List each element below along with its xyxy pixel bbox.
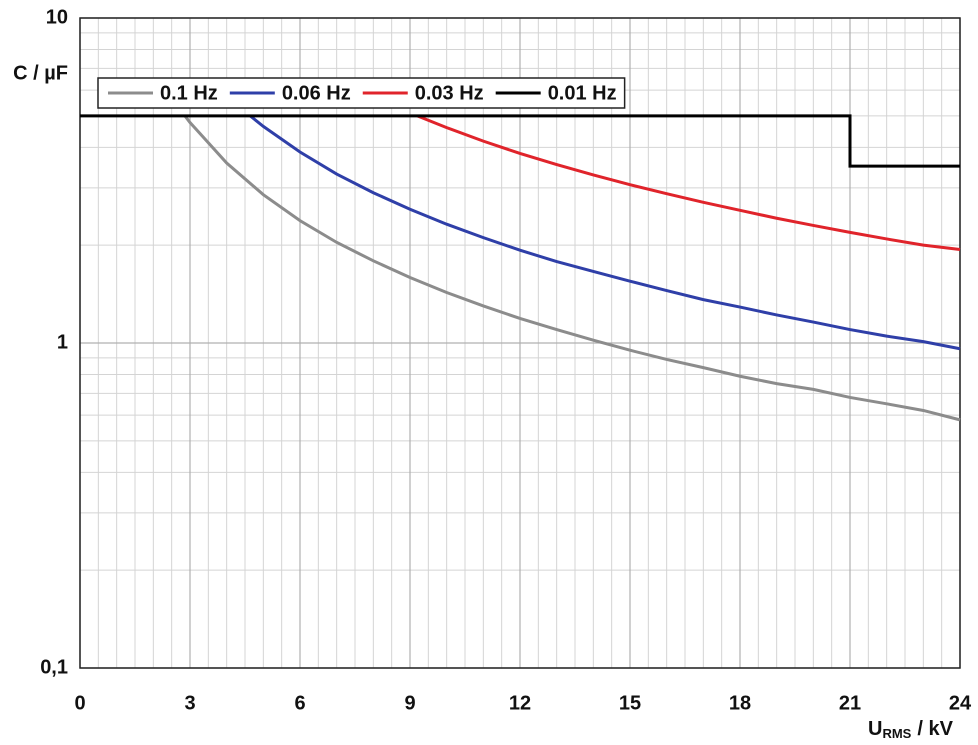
legend-label: 0.1 Hz: [160, 82, 218, 104]
line: [416, 114, 961, 251]
legend: 0.1 Hz 0.06 Hz 0.03 Hz 0.01 Hz: [97, 77, 626, 109]
y-tick-label: 0,1: [40, 656, 68, 678]
x-tick-label: 3: [184, 692, 195, 714]
x-tick-label: 12: [509, 692, 531, 714]
line: [249, 114, 961, 351]
legend-label: 0.06 Hz: [282, 82, 351, 104]
x-axis-label-main: U: [868, 718, 882, 740]
x-axis-label-sub: RMS: [882, 726, 911, 741]
x-tick-label: 15: [619, 692, 641, 714]
y-axis-label: C / µF: [13, 62, 68, 84]
y-tick-label: 1: [57, 331, 68, 353]
x-tick-label: 9: [404, 692, 415, 714]
y-tick-label: 10: [46, 6, 68, 28]
x-tick-label: 18: [729, 692, 751, 714]
x-tick-label: 24: [949, 692, 972, 714]
plot-frame: [79, 17, 961, 669]
legend-label: 0.01 Hz: [548, 82, 617, 104]
line: [80, 114, 960, 168]
x-axis-label: URMS / kV: [868, 718, 954, 741]
line: [183, 114, 961, 422]
legend-label: 0.03 Hz: [415, 82, 484, 104]
x-axis-label-unit: / kV: [917, 718, 953, 740]
x-tick-label: 6: [294, 692, 305, 714]
x-tick-label: 0: [74, 692, 85, 714]
x-tick-label: 21: [839, 692, 861, 714]
